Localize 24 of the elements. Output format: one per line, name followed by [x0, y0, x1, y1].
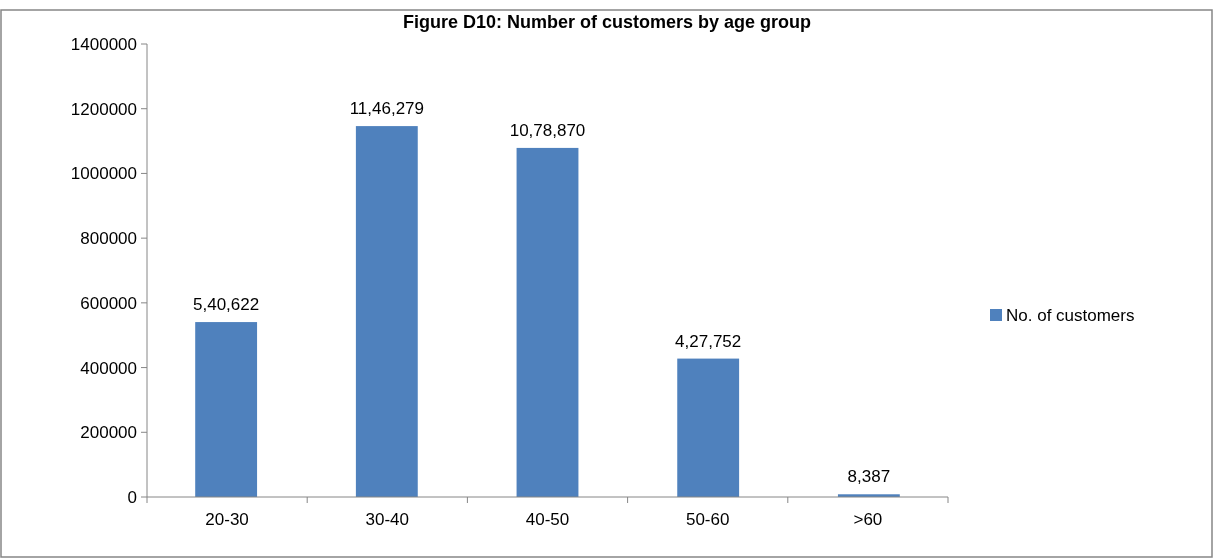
data-label: 4,27,752 — [675, 331, 742, 351]
data-label: 5,40,622 — [193, 295, 260, 315]
data-label: 8,387 — [847, 467, 891, 487]
bar — [355, 126, 418, 497]
bar — [677, 358, 740, 497]
data-label: 11,46,279 — [349, 99, 425, 119]
y-tick-label: 200000 — [80, 423, 137, 443]
y-tick-label: 800000 — [80, 229, 137, 249]
x-tick-label: 50-60 — [685, 510, 730, 529]
legend-label: No. of customers — [1006, 305, 1135, 325]
y-tick-label: 1000000 — [70, 164, 137, 184]
y-tick-label: 400000 — [80, 358, 137, 378]
y-tick-label: 1400000 — [70, 34, 137, 54]
bar — [195, 322, 258, 497]
x-tick-label: 20-30 — [205, 510, 249, 529]
y-tick-label: 1200000 — [70, 99, 137, 119]
x-tick-label: 30-40 — [365, 510, 410, 529]
y-tick-label: 0 — [127, 487, 137, 507]
chart-title: Figure D10: Number of customers by age group — [402, 12, 812, 32]
x-tick-label: >60 — [853, 510, 883, 529]
data-label: 10,78,870 — [509, 120, 586, 140]
y-tick-label: 600000 — [80, 293, 137, 313]
x-tick-label: 40-50 — [525, 510, 570, 529]
bar — [516, 147, 579, 497]
